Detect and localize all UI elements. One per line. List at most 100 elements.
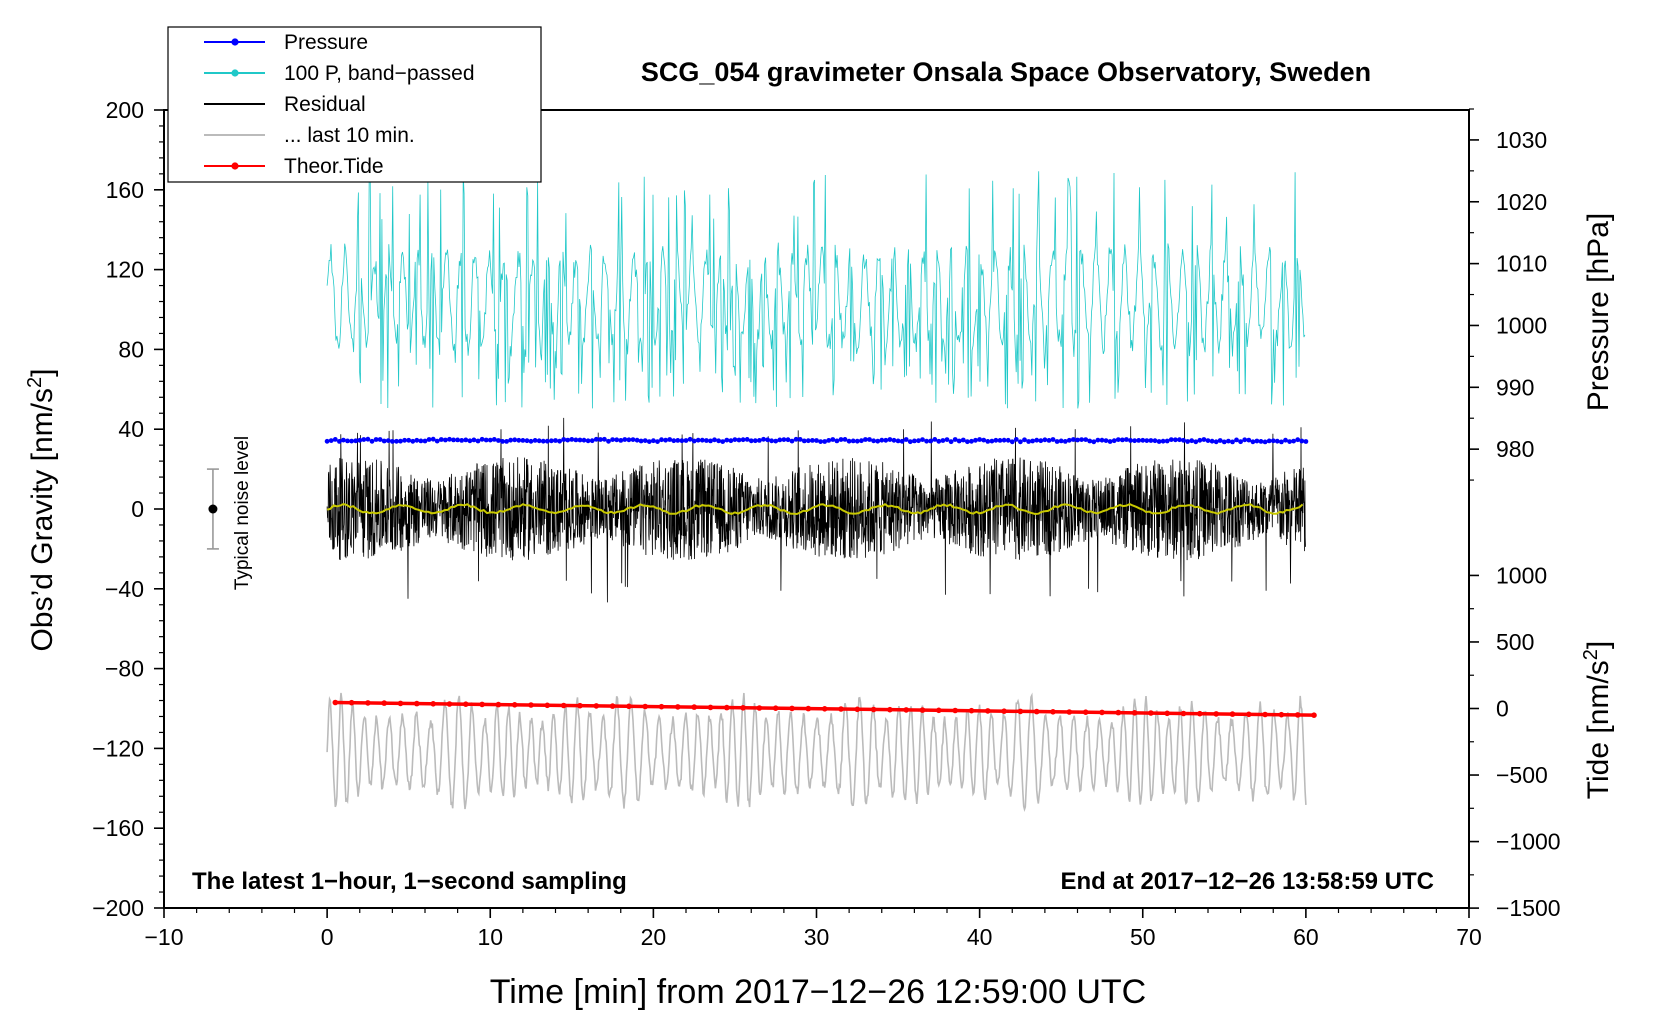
legend: Pressure 100 P, band−passed Residual ... la… — [167, 26, 542, 183]
pressure-tick-label: 990 — [1496, 374, 1534, 400]
pressure-point — [875, 438, 881, 444]
chart-title: SCG_054 gravimeter Onsala Space Observat… — [641, 57, 1371, 87]
pressure-point — [1173, 437, 1178, 443]
pressure-point — [846, 438, 852, 444]
pressure-point — [557, 438, 562, 444]
legend-label: ... last 10 min. — [284, 124, 415, 147]
legend-label: 100 P, band−passed — [284, 62, 475, 85]
tide-tick-label: 1000 — [1496, 562, 1547, 588]
pressure-point — [928, 438, 934, 444]
pressure-tick-label: 1030 — [1496, 127, 1547, 153]
pressure-point — [455, 437, 460, 443]
pressure-point — [1140, 437, 1146, 443]
pressure-point — [467, 438, 473, 444]
pressure-point — [434, 438, 440, 444]
pressure-point — [373, 437, 379, 442]
pressure-point — [736, 437, 742, 443]
pressure-point — [638, 438, 644, 444]
y-left-tick-label: −80 — [105, 656, 144, 682]
pressure-point — [708, 438, 713, 444]
y-left-tick-label: 40 — [118, 416, 144, 442]
pressure-point — [353, 438, 359, 444]
pressure-point — [850, 438, 856, 444]
pressure-point — [948, 439, 954, 445]
pressure-point — [602, 436, 607, 442]
pressure-point — [1009, 439, 1015, 445]
pressure-point — [830, 437, 836, 442]
pressure-point — [1295, 437, 1301, 443]
pressure-point — [956, 438, 962, 444]
pressure-point — [691, 438, 697, 444]
pressure-point — [418, 438, 424, 444]
y-left-tick-label: 80 — [118, 336, 144, 362]
pressure-point — [1107, 439, 1113, 444]
x-tick-label: 50 — [1130, 924, 1156, 950]
tide-tick-label: 500 — [1496, 629, 1534, 655]
pressure-point — [989, 438, 995, 444]
pressure-point — [1246, 437, 1252, 443]
pressure-point — [818, 439, 823, 444]
pressure-point — [826, 438, 832, 443]
pressure-point — [952, 437, 958, 442]
pressure-point — [520, 438, 526, 443]
pressure-point — [369, 438, 375, 444]
pressure-point — [585, 438, 591, 444]
tide-line — [335, 700, 1315, 717]
x-tick-label: 70 — [1456, 924, 1482, 950]
legend-label: Residual — [284, 93, 366, 116]
noise-level-label: Typical noise level — [232, 436, 253, 590]
pressure-point — [1058, 438, 1064, 444]
pressure-point — [879, 437, 885, 443]
pressure-point — [1046, 438, 1052, 443]
pressure-point — [891, 437, 897, 443]
pressure-point — [1042, 437, 1048, 443]
pressure-point — [789, 438, 795, 444]
legend-marker — [231, 162, 239, 170]
pressure-point — [761, 436, 766, 442]
pressure-point — [500, 439, 505, 444]
pressure-point — [1062, 439, 1068, 444]
pressure-point — [1124, 437, 1129, 442]
pressure-point — [573, 437, 579, 443]
pressure-point — [589, 438, 595, 444]
pressure-point — [903, 437, 909, 442]
pressure-point — [512, 437, 518, 443]
pressure-point — [912, 438, 917, 444]
pressure-point — [406, 437, 412, 443]
pressure-point — [438, 437, 444, 442]
pressure-point — [842, 437, 848, 442]
pressure-point — [630, 437, 636, 442]
pressure-point — [969, 438, 974, 444]
pressure-point — [581, 437, 587, 443]
pressure-point — [932, 437, 938, 442]
x-tick-label: −10 — [144, 924, 183, 950]
pressure-point — [565, 437, 571, 443]
series-last-10-min — [326, 692, 1307, 813]
pressure-point — [973, 437, 978, 443]
pressure-point — [748, 438, 754, 444]
tide-tick-label: −1000 — [1496, 829, 1561, 855]
tide-tick-label: −1500 — [1496, 895, 1561, 921]
pressure-point — [1018, 439, 1023, 445]
pressure-point — [1217, 438, 1223, 443]
x-tick-label: 10 — [477, 924, 503, 950]
pressure-point — [508, 437, 513, 443]
pressure-point — [651, 438, 656, 444]
pressure-point — [834, 438, 840, 444]
y-left-tick-label: 0 — [131, 496, 144, 522]
pressure-point — [516, 437, 522, 443]
pressure-point — [920, 437, 925, 442]
pressure-point — [1050, 437, 1056, 442]
pressure-point — [838, 437, 844, 442]
pressure-point — [1111, 438, 1117, 444]
pressure-point — [907, 439, 913, 445]
pressure-point — [895, 438, 901, 444]
tide-tick-label: 0 — [1496, 696, 1509, 722]
pressure-point — [646, 439, 652, 444]
pressure-point — [544, 438, 550, 444]
pressure-point — [337, 439, 342, 444]
pressure-point — [1038, 438, 1044, 444]
y-left-tick-label: −160 — [92, 815, 144, 841]
pressure-point — [1132, 438, 1137, 444]
